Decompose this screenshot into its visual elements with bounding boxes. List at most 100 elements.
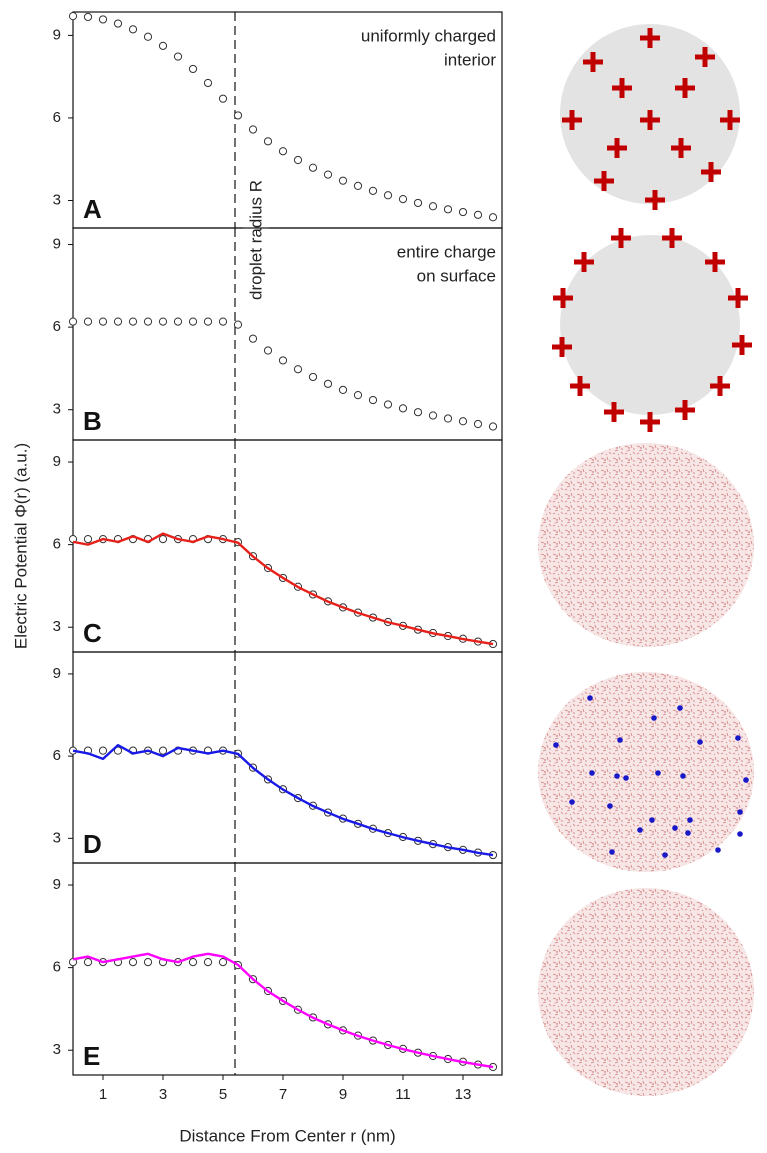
theory-point: [173, 52, 183, 61]
annotation: on surface: [417, 266, 496, 285]
theory-point: [158, 746, 168, 755]
ion: [715, 847, 721, 853]
annotation: uniformly charged: [361, 26, 496, 45]
theory-point: [458, 417, 468, 426]
panel-frame: [72, 439, 503, 653]
radius-label: droplet radius R: [246, 180, 265, 300]
theory-point: [83, 535, 93, 544]
ion: [649, 817, 655, 823]
ion: [735, 735, 741, 741]
x-tick-label: 1: [99, 1086, 107, 1103]
simulation-line: [72, 532, 494, 646]
charge-v: [647, 28, 653, 48]
theory-point: [128, 958, 138, 967]
charge-v: [647, 110, 653, 130]
theory-point: [293, 365, 303, 374]
ion: [614, 773, 620, 779]
charge-v: [611, 402, 617, 422]
y-tick-label: 9: [53, 26, 61, 43]
y-tick-label: 3: [53, 618, 61, 635]
theory-point: [248, 125, 258, 134]
theory-point: [83, 317, 93, 326]
theory-point: [113, 746, 123, 755]
charge-v: [559, 337, 565, 357]
theory-point: [188, 317, 198, 326]
md-droplet-e: [538, 888, 754, 1096]
charge-v: [560, 288, 566, 308]
theory-point: [218, 317, 228, 326]
y-tick-label: 9: [53, 235, 61, 252]
theory-point: [323, 170, 333, 179]
x-tick-label: 13: [455, 1086, 472, 1103]
x-tick-label: 5: [219, 1086, 227, 1103]
theory-point: [203, 958, 213, 967]
ion: [737, 831, 743, 837]
charge-v: [577, 376, 583, 396]
ions: [553, 695, 749, 858]
ion: [677, 705, 683, 711]
theory-point: [383, 400, 393, 409]
theory-point: [308, 163, 318, 172]
y-tick-label: 3: [53, 1041, 61, 1058]
charge-v: [712, 252, 718, 272]
x-tick-label: 7: [279, 1086, 287, 1103]
theory-point: [338, 176, 348, 185]
theory-point: [203, 78, 213, 88]
y-tick-label: 6: [53, 536, 61, 553]
ion: [697, 739, 703, 745]
md-droplet-c: [538, 443, 754, 647]
charge-v: [702, 47, 708, 67]
y-tick-label: 3: [53, 829, 61, 846]
ion: [685, 830, 691, 836]
theory-point: [158, 41, 168, 50]
y-tick-label: 3: [53, 191, 61, 208]
y-tick-label: 6: [53, 318, 61, 335]
theory-point: [83, 12, 93, 22]
theory-point: [353, 391, 363, 400]
y-axis-label: Electric Potential Φ(r) (a.u.): [11, 443, 30, 649]
panel-frame: [72, 862, 503, 1076]
illustrations: [538, 24, 754, 1096]
charge-v: [669, 228, 675, 248]
theory-point: [98, 746, 108, 755]
theory-point: [413, 198, 423, 208]
ion: [569, 799, 575, 805]
surface-droplet: [560, 235, 740, 415]
y-tick-label: 6: [53, 959, 61, 976]
theory-point: [353, 181, 363, 191]
theory-point: [113, 19, 123, 28]
theory-point: [488, 422, 498, 431]
ion: [637, 827, 643, 833]
ion: [651, 715, 657, 721]
theory-point: [188, 958, 198, 967]
theory-point: [473, 419, 483, 429]
theory-point: [143, 32, 153, 41]
charge-v: [652, 190, 658, 210]
charge-v: [569, 110, 575, 130]
charge-v: [717, 376, 723, 396]
ion: [617, 737, 623, 743]
ion: [655, 770, 661, 776]
theory-point: [68, 12, 78, 21]
ion: [687, 817, 693, 823]
ion: [609, 849, 615, 855]
y-tick-label: 9: [53, 876, 61, 893]
theory-point: [158, 317, 168, 326]
md-droplet-d: [538, 672, 754, 872]
charge-v: [581, 252, 587, 272]
theory-point: [413, 408, 423, 417]
y-tick-label: 9: [53, 453, 61, 470]
theory-point: [233, 320, 243, 329]
charge-v: [614, 138, 620, 158]
theory-point: [368, 395, 378, 405]
panel-letter: D: [83, 829, 102, 859]
panel-letter: C: [83, 618, 102, 648]
y-tick-label: 9: [53, 665, 61, 682]
charge-v: [678, 138, 684, 158]
panel-letter: B: [83, 406, 102, 436]
theory-point: [293, 155, 303, 165]
theory-point: [218, 958, 228, 967]
ion: [743, 777, 749, 783]
theory-point: [338, 385, 348, 394]
